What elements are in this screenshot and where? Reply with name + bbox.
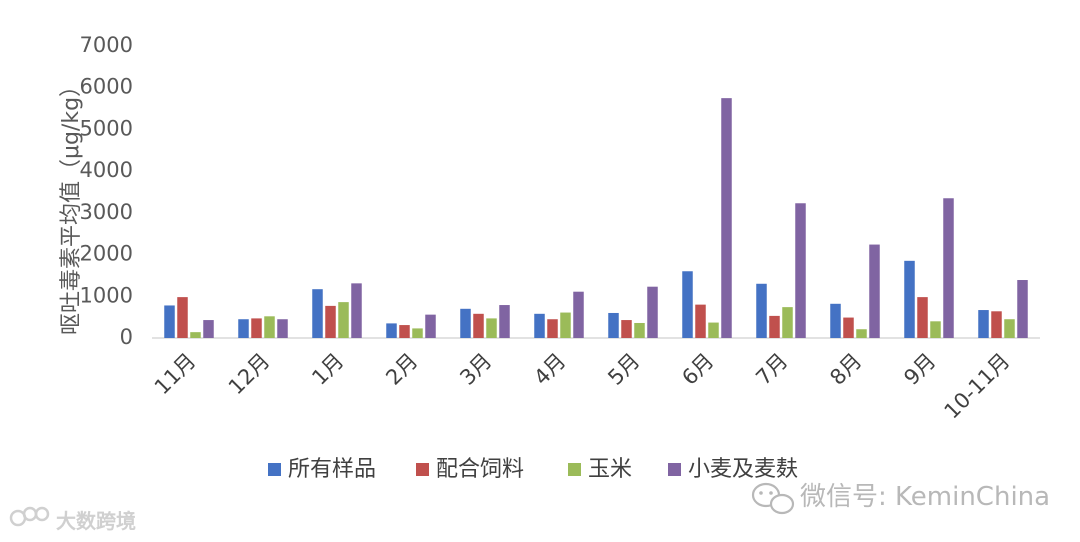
bar: [264, 316, 275, 338]
wechat-logo-icon: [751, 482, 795, 515]
bar: [682, 271, 693, 338]
bigdata-text: 大数跨境: [56, 509, 136, 533]
x-tick-label: 3月: [455, 349, 496, 390]
bar: [978, 310, 989, 338]
legend-swatch: [268, 463, 281, 476]
y-axis-ticks: 0 1000 2000 3000 4000 5000 6000 7000: [80, 33, 133, 349]
bar: [499, 305, 510, 338]
bar: [425, 314, 436, 338]
bar: [621, 320, 632, 338]
legend: 所有样品 配合饲料 玉米 小麦及麦麸: [268, 457, 798, 482]
x-tick-label: 12月: [224, 349, 275, 400]
bar: [460, 308, 471, 338]
bar: [1004, 319, 1015, 338]
bar: [560, 312, 571, 338]
wechat-id-text: 微信号: KeminChina: [800, 482, 1050, 512]
bar: [695, 304, 706, 338]
x-tick-label: 11月: [150, 349, 201, 400]
x-tick-label: 4月: [529, 349, 570, 390]
x-tick-label: 9月: [899, 349, 940, 390]
bars: [164, 98, 1028, 339]
bigdata-watermark: 大数跨境: [9, 506, 136, 533]
y-tick-label: 0: [120, 325, 133, 349]
bar: [177, 297, 188, 338]
bar: [251, 318, 262, 338]
bar: [869, 244, 880, 338]
x-tick-label: 7月: [751, 349, 792, 390]
bar: [547, 319, 558, 338]
bar: [634, 322, 645, 338]
bar: [399, 325, 410, 338]
x-tick-label: 1月: [307, 349, 348, 390]
y-tick-label: 4000: [80, 158, 133, 182]
bar: [534, 313, 545, 338]
x-tick-label: 2月: [381, 349, 422, 390]
legend-swatch: [568, 463, 581, 476]
bar: [190, 332, 201, 338]
y-tick-label: 7000: [80, 33, 133, 57]
bar: [917, 297, 928, 338]
bar: [608, 312, 619, 338]
legend-label: 所有样品: [288, 457, 376, 482]
bar: [412, 328, 423, 338]
bar: [351, 283, 362, 338]
legend-label: 配合饲料: [436, 457, 524, 482]
legend-label: 玉米: [588, 457, 632, 482]
bar: [203, 320, 214, 338]
bar: [904, 260, 915, 338]
bar: [721, 98, 732, 339]
bar: [473, 313, 484, 338]
bar: [856, 329, 867, 338]
x-tick-label: 10-11月: [940, 349, 1015, 424]
y-tick-label: 1000: [80, 283, 133, 307]
y-tick-label: 6000: [80, 75, 133, 99]
bar: [277, 319, 288, 338]
bar: [338, 302, 349, 338]
bar: [486, 318, 497, 338]
y-tick-label: 5000: [80, 116, 133, 140]
bar: [573, 291, 584, 338]
bar: [647, 286, 658, 338]
bar: [930, 321, 941, 338]
bar: [756, 283, 767, 338]
bar: [991, 311, 1002, 338]
bar: [795, 203, 806, 338]
legend-swatch: [416, 463, 429, 476]
bar: [386, 323, 397, 338]
bar: [943, 198, 954, 338]
bar: [782, 307, 793, 338]
bar: [164, 305, 175, 338]
bar: [238, 319, 249, 338]
bigdata-logo-icon: [9, 506, 50, 527]
y-tick-label: 3000: [80, 200, 133, 224]
y-tick-label: 2000: [80, 242, 133, 266]
bar: [769, 315, 780, 338]
bar: [325, 305, 336, 338]
bar: [708, 322, 719, 338]
wechat-watermark: 微信号: KeminChina: [751, 482, 1050, 515]
x-tick-label: 5月: [603, 349, 644, 390]
bar: [843, 317, 854, 338]
legend-swatch: [668, 463, 681, 476]
x-tick-label: 6月: [677, 349, 718, 390]
bar: [312, 289, 323, 338]
legend-label: 小麦及麦麸: [688, 457, 798, 482]
y-axis-title: 呕吐毒素平均值（μg/kg）: [59, 75, 84, 335]
bar: [830, 303, 841, 338]
x-axis-labels: 11月 12月 1月 2月 3月 4月 5月 6月 7月 8月 9月 10-11月: [150, 349, 1015, 424]
bar: [1017, 280, 1028, 338]
x-tick-label: 8月: [825, 349, 866, 390]
